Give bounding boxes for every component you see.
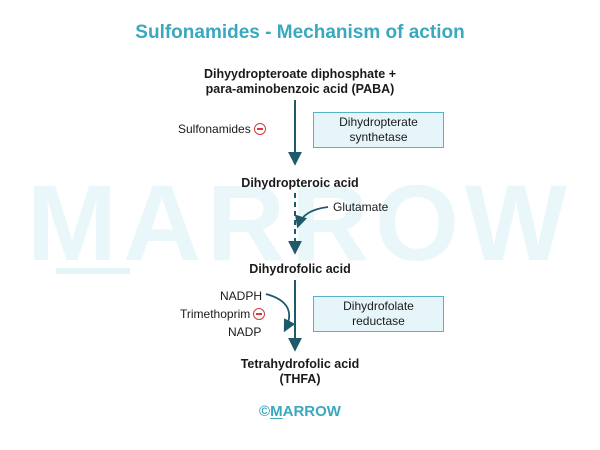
node-dihydropteroic-acid: Dihydropteroic acid	[241, 176, 359, 190]
label-nadp: NADP	[228, 325, 262, 339]
minus-circle-icon	[253, 308, 266, 320]
logo-first-letter: M	[270, 403, 283, 420]
arrow-glutamate-input	[295, 206, 329, 229]
inhibitor-trimethoprim-label: Trimethoprim	[180, 307, 251, 321]
label-nadph: NADPH	[220, 289, 263, 303]
watermark-underline	[56, 268, 130, 274]
node-substrate: Dihyydropteroate diphosphate + para-amin…	[203, 67, 397, 96]
logo-rest: ARROW	[282, 403, 341, 420]
inhibitor-trimethoprim: Trimethoprim	[180, 307, 266, 321]
inhibitor-sulfonamides-label: Sulfonamides	[178, 122, 251, 136]
inhibitor-sulfonamides: Sulfonamides	[178, 122, 266, 136]
enzyme-dihydrofolate-reductase: Dihydrofolate reductase	[313, 296, 444, 332]
marrow-logo: ©MARROW	[0, 403, 600, 420]
enzyme-dihydropterate-synthetase: Dihydropterate synthetase	[313, 112, 444, 148]
diagram-title: Sulfonamides - Mechanism of action	[135, 22, 465, 43]
copyright-symbol: ©	[259, 403, 271, 420]
label-glutamate: Glutamate	[333, 200, 389, 214]
minus-circle-icon	[253, 123, 266, 135]
node-dihydrofolic-acid: Dihydrofolic acid	[249, 262, 351, 276]
node-tetrahydrofolic-acid: Tetrahydrofolic acid (THFA)	[240, 357, 360, 386]
arrow-nadph-to-nadp	[265, 293, 296, 333]
